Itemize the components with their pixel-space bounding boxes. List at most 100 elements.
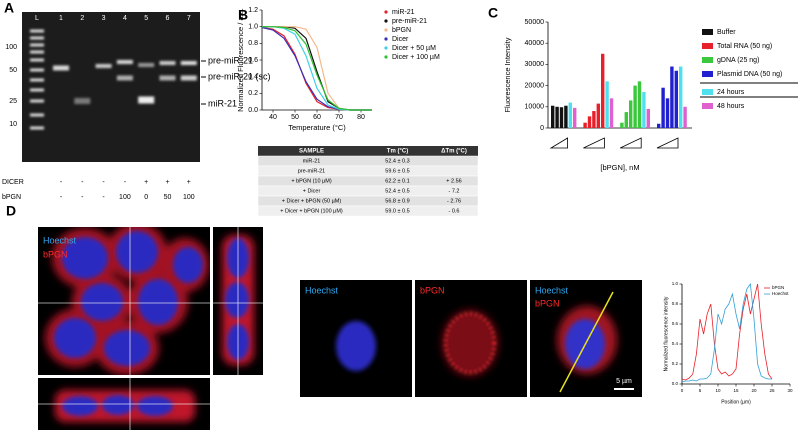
- gel-band: [53, 65, 69, 71]
- lane-label: 6: [166, 15, 170, 22]
- condition-value: 100: [183, 194, 195, 201]
- y-tick-label: 50000: [525, 19, 545, 26]
- gel-band: [159, 75, 176, 81]
- bar: [683, 106, 687, 128]
- ladder-label: 25: [9, 98, 17, 105]
- gel-band: [116, 75, 133, 81]
- gel-band: [30, 99, 44, 103]
- table-row-bg: [257, 155, 479, 167]
- x-tick-label: 20: [751, 388, 757, 393]
- table-cell: - 2.76: [447, 198, 461, 204]
- channel-label: Hoechst: [535, 285, 569, 295]
- channel-label: Hoechst: [43, 235, 77, 245]
- x-tick-label: 30: [787, 388, 793, 393]
- table-cell: + Dicer + bPGN (100 µM): [280, 208, 343, 214]
- legend-label: Plasmid DNA (50 ng): [717, 71, 782, 78]
- y-axis-title: Fluorescence Intensity: [503, 37, 512, 112]
- line-series: [261, 26, 372, 111]
- gel-band: [30, 126, 44, 130]
- x-tick-label: 60: [313, 114, 321, 121]
- channel-label: bPGN: [43, 249, 68, 259]
- bar: [609, 98, 614, 128]
- bar: [555, 106, 559, 128]
- condition-value: +: [165, 179, 169, 186]
- condition-value: -: [60, 179, 63, 186]
- y-tick-label: 0.2: [248, 90, 258, 97]
- x-tick-label: 0: [681, 388, 684, 393]
- crosshair: [38, 227, 263, 430]
- y-tick-label: 0.8: [248, 40, 258, 47]
- legend-label: pre-miR-21: [392, 18, 427, 25]
- bar: [559, 107, 564, 128]
- legend-label: 24 hours: [717, 89, 745, 96]
- y-tick-label: 0: [540, 125, 544, 132]
- panel-label: D: [6, 203, 16, 219]
- legend-swatch: [702, 89, 713, 95]
- table-cell: 59.0 ± 0.5: [385, 208, 409, 214]
- bar: [583, 122, 587, 128]
- gel-band: [138, 63, 155, 67]
- table-header: ΔTm (°C): [441, 149, 467, 155]
- table-row-bg: [257, 165, 479, 177]
- gel-band: [180, 61, 197, 65]
- legend-swatch: [702, 57, 713, 63]
- band-label: miR-21: [208, 98, 237, 108]
- x-tick-label: 40: [269, 114, 277, 121]
- ladder-label: 50: [9, 67, 17, 74]
- band-label: pre-miR-21: [208, 55, 253, 65]
- bar: [596, 103, 600, 128]
- bar: [674, 70, 678, 128]
- cells-xz: [55, 390, 195, 422]
- y-tick-label: 0.0: [248, 107, 258, 114]
- band-label: pre-miR-21 (sc): [208, 71, 271, 81]
- gel-image: [22, 12, 200, 162]
- line-series: [262, 26, 372, 111]
- bar: [551, 105, 555, 128]
- line-series: [261, 26, 372, 111]
- lane-label: 5: [144, 15, 148, 22]
- bar: [573, 107, 577, 128]
- bar: [564, 105, 568, 128]
- y-tick-label: 10000: [525, 104, 545, 111]
- legend-marker: [384, 55, 388, 59]
- bar: [657, 123, 661, 128]
- concentration-wedge: [583, 137, 605, 149]
- y-axis-title: Normalized Fluorescence / a.u.: [236, 8, 245, 112]
- legend-marker: [384, 46, 388, 50]
- legend-label: Dicer + 50 µM: [392, 45, 436, 52]
- channel-label: bPGN: [420, 285, 445, 295]
- x-axis-title: Temperature (°C): [288, 123, 346, 132]
- condition-value: -: [81, 179, 84, 186]
- condition-name: bPGN: [2, 194, 21, 201]
- legend-label: bPGN: [772, 285, 784, 290]
- legend-marker: [384, 28, 388, 32]
- bar: [605, 81, 609, 128]
- table-header-bg: [258, 146, 478, 156]
- bar: [642, 91, 646, 128]
- y-tick-label: 1.2: [248, 7, 258, 14]
- lane-label: L: [35, 15, 39, 22]
- bar: [587, 116, 592, 128]
- scale-bar-label: 5 µm: [616, 378, 632, 385]
- condition-value: -: [102, 194, 105, 201]
- gel-band: [30, 88, 44, 92]
- bar: [629, 100, 633, 128]
- bar: [670, 66, 674, 128]
- lane-label: 4: [123, 15, 127, 22]
- bar: [661, 87, 665, 128]
- legend-swatch: [702, 103, 713, 109]
- legend-swatch: [702, 29, 713, 35]
- bar: [620, 122, 624, 128]
- legend-label: Buffer: [717, 29, 736, 36]
- table-cell: - 7.2: [448, 188, 459, 194]
- legend-label: bPGN: [392, 27, 411, 34]
- bar: [624, 112, 628, 128]
- condition-value: -: [102, 179, 105, 186]
- gel-band: [30, 68, 44, 72]
- x-tick-label: 10: [715, 388, 721, 393]
- image-labels: Hoechst bPGN Hoechst bPGN: [305, 285, 569, 308]
- lane-label: 7: [187, 15, 191, 22]
- line-series: [262, 26, 372, 111]
- legend-marker: [384, 19, 388, 23]
- x-tick-label: 25: [769, 388, 775, 393]
